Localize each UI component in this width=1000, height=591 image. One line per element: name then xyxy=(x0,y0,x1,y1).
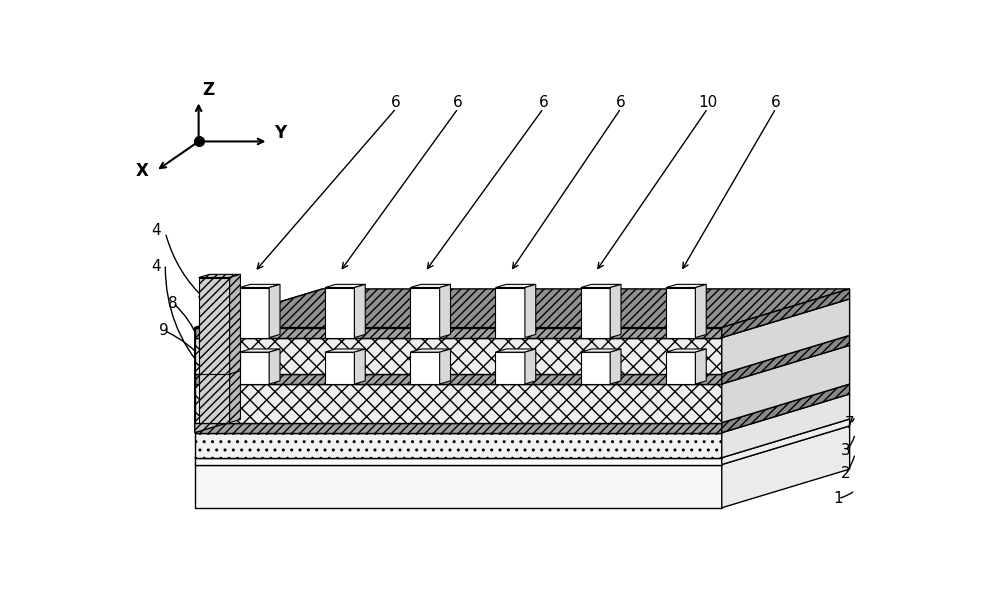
Text: 6: 6 xyxy=(539,95,548,111)
Polygon shape xyxy=(525,284,536,337)
Polygon shape xyxy=(410,284,450,288)
Polygon shape xyxy=(325,288,354,337)
Polygon shape xyxy=(666,288,695,337)
Polygon shape xyxy=(354,349,365,384)
Text: 7: 7 xyxy=(845,416,854,431)
Polygon shape xyxy=(495,284,536,288)
Polygon shape xyxy=(440,349,450,384)
Polygon shape xyxy=(195,345,850,384)
Polygon shape xyxy=(230,274,240,374)
Polygon shape xyxy=(666,349,706,352)
Text: 1: 1 xyxy=(833,491,843,506)
Polygon shape xyxy=(666,352,695,384)
Polygon shape xyxy=(240,288,269,337)
Polygon shape xyxy=(695,349,706,384)
Text: 6: 6 xyxy=(616,95,626,111)
Polygon shape xyxy=(581,352,610,384)
Polygon shape xyxy=(195,299,850,337)
Polygon shape xyxy=(195,423,722,433)
Polygon shape xyxy=(410,288,440,337)
Polygon shape xyxy=(581,284,621,288)
Polygon shape xyxy=(722,299,850,374)
Polygon shape xyxy=(722,289,850,337)
Polygon shape xyxy=(195,457,722,465)
Polygon shape xyxy=(325,352,354,384)
Text: X: X xyxy=(135,163,148,180)
Polygon shape xyxy=(199,274,240,278)
Polygon shape xyxy=(440,284,450,337)
Polygon shape xyxy=(666,284,706,288)
Polygon shape xyxy=(581,288,610,337)
Polygon shape xyxy=(195,327,722,337)
Polygon shape xyxy=(610,349,621,384)
Text: 8: 8 xyxy=(168,296,178,310)
Polygon shape xyxy=(354,284,365,337)
Polygon shape xyxy=(410,349,450,352)
Text: Z: Z xyxy=(202,81,214,99)
Polygon shape xyxy=(495,288,525,337)
Text: 6: 6 xyxy=(391,95,401,111)
Polygon shape xyxy=(610,284,621,337)
Polygon shape xyxy=(325,349,365,352)
Polygon shape xyxy=(325,284,365,288)
Text: 9: 9 xyxy=(159,323,169,338)
Polygon shape xyxy=(269,349,280,384)
Text: 2: 2 xyxy=(841,466,851,481)
Polygon shape xyxy=(230,339,240,423)
Polygon shape xyxy=(240,352,269,384)
Polygon shape xyxy=(195,465,722,508)
Polygon shape xyxy=(722,419,850,465)
Polygon shape xyxy=(195,289,323,433)
Text: 4: 4 xyxy=(151,259,161,274)
Polygon shape xyxy=(722,426,850,508)
Text: 6: 6 xyxy=(453,95,463,111)
Polygon shape xyxy=(410,352,440,384)
Polygon shape xyxy=(722,345,850,423)
Polygon shape xyxy=(195,374,722,384)
Polygon shape xyxy=(195,426,850,465)
Polygon shape xyxy=(722,335,850,384)
Text: 4: 4 xyxy=(151,223,161,238)
Polygon shape xyxy=(269,284,280,337)
Polygon shape xyxy=(195,289,850,327)
Polygon shape xyxy=(495,352,525,384)
Polygon shape xyxy=(495,349,536,352)
Text: Y: Y xyxy=(274,124,286,142)
Polygon shape xyxy=(240,284,280,288)
Polygon shape xyxy=(195,419,850,457)
Polygon shape xyxy=(195,384,850,423)
Polygon shape xyxy=(581,349,621,352)
Polygon shape xyxy=(195,433,722,457)
Polygon shape xyxy=(195,335,850,374)
Polygon shape xyxy=(240,349,280,352)
Text: 10: 10 xyxy=(698,95,717,111)
Polygon shape xyxy=(199,342,230,423)
Text: 3: 3 xyxy=(841,443,851,459)
Text: 6: 6 xyxy=(771,95,781,111)
Polygon shape xyxy=(695,284,706,337)
Polygon shape xyxy=(195,337,722,374)
Polygon shape xyxy=(195,394,850,433)
Polygon shape xyxy=(525,349,536,384)
Polygon shape xyxy=(199,339,240,342)
Polygon shape xyxy=(722,394,850,457)
Polygon shape xyxy=(199,278,230,374)
Polygon shape xyxy=(722,384,850,433)
Polygon shape xyxy=(195,384,722,423)
